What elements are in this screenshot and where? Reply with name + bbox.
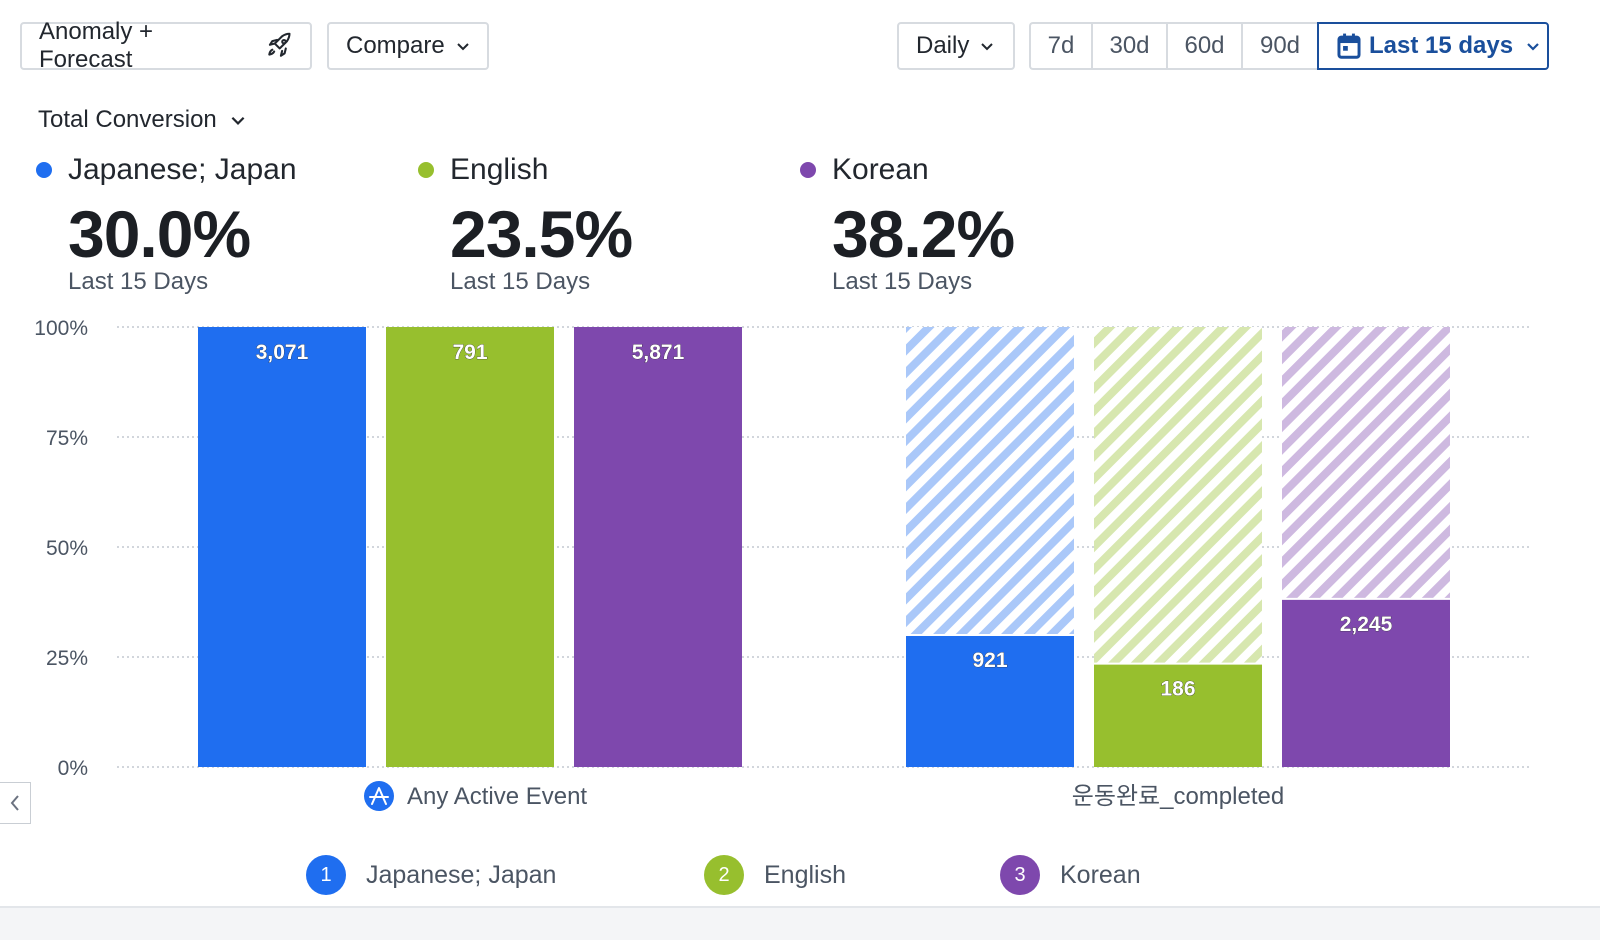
x-category-label: Any Active Event [407, 783, 587, 810]
custom-range-label: Last 15 days [1369, 32, 1514, 59]
x-category: Any Active Event [364, 781, 587, 811]
bar-value-label: 186 [1160, 678, 1195, 701]
legend-number-badge: 1 [306, 855, 346, 895]
collapse-panel-button[interactable] [0, 782, 31, 824]
stat-segment-name: Japanese; Japan [68, 153, 297, 186]
chevron-down-icon [1527, 43, 1539, 51]
chevron-left-icon [10, 795, 19, 811]
bar [574, 327, 742, 767]
range-90d-button[interactable]: 90d [1241, 22, 1317, 70]
stat-card: Japanese; Japan 30.0% Last 15 Days [36, 150, 297, 294]
interval-label: Daily [916, 32, 970, 59]
chevron-down-icon [231, 116, 245, 125]
amplitude-icon [364, 781, 394, 811]
anomaly-forecast-label: Anomaly + Forecast [39, 18, 154, 73]
bar [386, 327, 554, 767]
bar-value-label: 791 [452, 341, 487, 364]
stat-segment-name: English [450, 153, 549, 186]
x-category-label: 운동완료_completed [1072, 783, 1284, 810]
stat-period: Last 15 Days [450, 268, 591, 295]
range-60d-button[interactable]: 60d [1166, 22, 1241, 70]
bar-value-label: 921 [972, 649, 1007, 672]
y-tick-label: 50% [46, 537, 88, 560]
dropoff-bar [1282, 327, 1450, 599]
metric-dropdown[interactable]: Total Conversion [38, 106, 247, 134]
y-tick-label: 100% [34, 317, 88, 340]
legend-number-badge: 2 [704, 855, 744, 895]
stat-value: 30.0% [68, 197, 251, 271]
stat-card: Korean 38.2% Last 15 Days [800, 150, 1015, 295]
rocket-icon [267, 32, 291, 57]
legend-number-badge: 3 [1000, 855, 1040, 895]
chart-legend: 1 Japanese; Japan 2 English 3 Korean [0, 855, 1600, 895]
series-dot [36, 162, 52, 178]
conversion-bar-chart: 0% 25% 50% 75% 100% 3,071 791 5,871 921 186 2,245 A… [34, 317, 1530, 811]
bar [198, 327, 366, 767]
y-tick-label: 0% [58, 757, 88, 780]
legend-item[interactable]: 3 Korean [1000, 855, 1141, 895]
compare-dropdown[interactable]: Compare [327, 22, 489, 70]
stat-value: 38.2% [832, 197, 1015, 271]
bar-value-label: 3,071 [256, 341, 309, 364]
legend-label: English [764, 860, 846, 889]
chevron-down-icon [457, 43, 469, 51]
amplitude-icon-glyph [369, 787, 389, 805]
range-30d-button[interactable]: 30d [1091, 22, 1166, 70]
bar [906, 635, 1074, 767]
legend-item[interactable]: 2 English [704, 855, 846, 895]
calendar-icon [1337, 33, 1361, 59]
y-tick-label: 75% [46, 427, 88, 450]
bar [1094, 663, 1262, 767]
bar-value-label: 2,245 [1340, 613, 1393, 636]
dropoff-bar [906, 327, 1074, 635]
anomaly-forecast-button[interactable]: Anomaly + Forecast [20, 18, 312, 73]
dropoff-bar [1094, 327, 1262, 664]
stat-period: Last 15 Days [832, 268, 973, 295]
range-7d-button[interactable]: 7d [1029, 22, 1091, 70]
y-tick-label: 25% [46, 647, 88, 670]
bar-value-label: 5,871 [632, 341, 685, 364]
compare-label: Compare [346, 32, 445, 59]
series-dot [418, 162, 434, 178]
custom-range-dropdown[interactable]: Last 15 days [1317, 22, 1549, 70]
legend-label: Korean [1060, 860, 1141, 889]
date-range-group: 7d 30d 60d 90d Last 15 days [1029, 22, 1549, 70]
stat-period: Last 15 Days [68, 268, 209, 295]
stat-value: 23.5% [450, 197, 633, 271]
footer-bar [0, 906, 1600, 940]
metric-label: Total Conversion [38, 106, 217, 133]
legend-label: Japanese; Japan [366, 860, 557, 889]
bar [1282, 598, 1450, 767]
toolbar: Anomaly + Forecast Compare Daily 7d 30d … [20, 18, 1580, 73]
legend-item[interactable]: 1 Japanese; Japan [306, 855, 556, 895]
stat-segment-name: Korean [832, 153, 929, 186]
interval-dropdown[interactable]: Daily [897, 22, 1015, 70]
series-dot [800, 162, 816, 178]
chevron-down-icon [981, 43, 994, 51]
stat-card: English 23.5% Last 15 Days [418, 150, 633, 295]
